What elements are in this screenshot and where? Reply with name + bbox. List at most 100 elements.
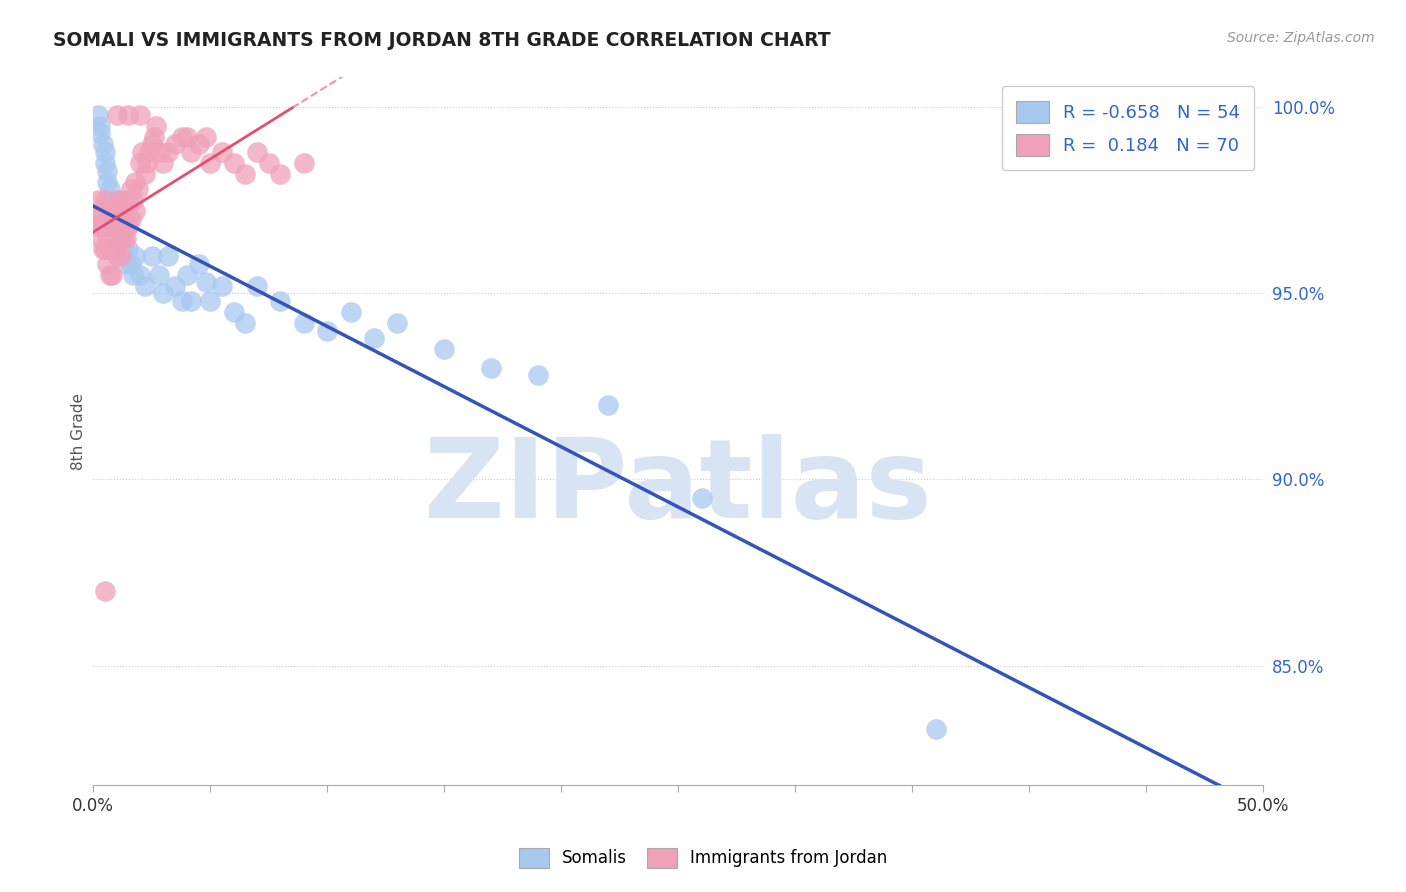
Point <box>246 279 269 293</box>
Point <box>187 256 209 270</box>
Point <box>98 219 121 234</box>
Point <box>96 175 118 189</box>
Point <box>180 293 202 308</box>
Point <box>433 342 456 356</box>
Point <box>596 398 619 412</box>
Text: SOMALI VS IMMIGRANTS FROM JORDAN 8TH GRADE CORRELATION CHART: SOMALI VS IMMIGRANTS FROM JORDAN 8TH GRA… <box>53 31 831 50</box>
Point <box>187 137 209 152</box>
Point <box>98 268 121 282</box>
Point <box>180 145 202 159</box>
Point <box>94 584 117 599</box>
Point <box>87 219 110 234</box>
Point <box>110 230 132 244</box>
Point <box>120 256 142 270</box>
Point <box>101 242 124 256</box>
Point <box>129 268 152 282</box>
Point <box>339 305 361 319</box>
Point <box>105 194 128 208</box>
Point <box>165 279 187 293</box>
Point <box>152 156 174 170</box>
Point <box>925 722 948 736</box>
Point <box>176 268 198 282</box>
Point <box>211 279 233 293</box>
Point <box>94 194 117 208</box>
Point <box>96 256 118 270</box>
Point <box>257 156 280 170</box>
Legend: R = -0.658   N = 54, R =  0.184   N = 70: R = -0.658 N = 54, R = 0.184 N = 70 <box>1001 87 1254 170</box>
Point <box>129 108 152 122</box>
Point <box>84 211 107 226</box>
Point <box>108 211 131 226</box>
Point <box>87 108 110 122</box>
Point <box>94 219 117 234</box>
Point <box>103 219 125 234</box>
Point <box>246 145 269 159</box>
Point <box>172 293 194 308</box>
Point <box>94 242 117 256</box>
Point <box>115 256 138 270</box>
Point <box>387 316 409 330</box>
Point <box>89 119 111 133</box>
Point <box>157 249 180 263</box>
Point <box>292 316 315 330</box>
Point <box>172 130 194 145</box>
Point <box>105 219 128 234</box>
Point <box>152 286 174 301</box>
Point <box>141 249 163 263</box>
Point <box>94 156 117 170</box>
Point <box>98 182 121 196</box>
Point <box>165 137 187 152</box>
Point <box>117 242 139 256</box>
Point <box>103 230 125 244</box>
Point <box>134 279 156 293</box>
Point <box>112 204 135 219</box>
Point <box>176 130 198 145</box>
Point <box>124 175 146 189</box>
Point <box>200 156 222 170</box>
Point <box>479 360 502 375</box>
Point <box>222 305 245 319</box>
Point <box>120 211 142 226</box>
Point <box>316 324 339 338</box>
Text: Source: ZipAtlas.com: Source: ZipAtlas.com <box>1227 31 1375 45</box>
Point <box>105 194 128 208</box>
Point <box>117 108 139 122</box>
Point <box>110 219 132 234</box>
Point <box>105 219 128 234</box>
Point <box>96 163 118 178</box>
Point <box>117 219 139 234</box>
Point <box>138 145 160 159</box>
Point <box>101 211 124 226</box>
Point <box>91 219 114 234</box>
Point <box>108 230 131 244</box>
Point <box>157 145 180 159</box>
Point <box>136 156 159 170</box>
Point <box>141 137 163 152</box>
Point <box>108 204 131 219</box>
Point <box>112 230 135 244</box>
Point <box>89 230 111 244</box>
Point <box>145 119 167 133</box>
Point <box>527 368 550 383</box>
Point <box>98 194 121 208</box>
Point <box>101 201 124 215</box>
Point <box>101 268 124 282</box>
Point <box>211 145 233 159</box>
Point <box>122 194 145 208</box>
Point <box>105 108 128 122</box>
Point <box>233 167 256 181</box>
Point <box>690 491 713 505</box>
Point <box>103 242 125 256</box>
Point <box>115 230 138 244</box>
Legend: Somalis, Immigrants from Jordan: Somalis, Immigrants from Jordan <box>512 841 894 875</box>
Point <box>89 204 111 219</box>
Point <box>222 156 245 170</box>
Point <box>94 145 117 159</box>
Point <box>91 137 114 152</box>
Point <box>89 126 111 140</box>
Point <box>96 230 118 244</box>
Point <box>269 167 291 181</box>
Point <box>91 242 114 256</box>
Point <box>98 242 121 256</box>
Y-axis label: 8th Grade: 8th Grade <box>72 392 86 469</box>
